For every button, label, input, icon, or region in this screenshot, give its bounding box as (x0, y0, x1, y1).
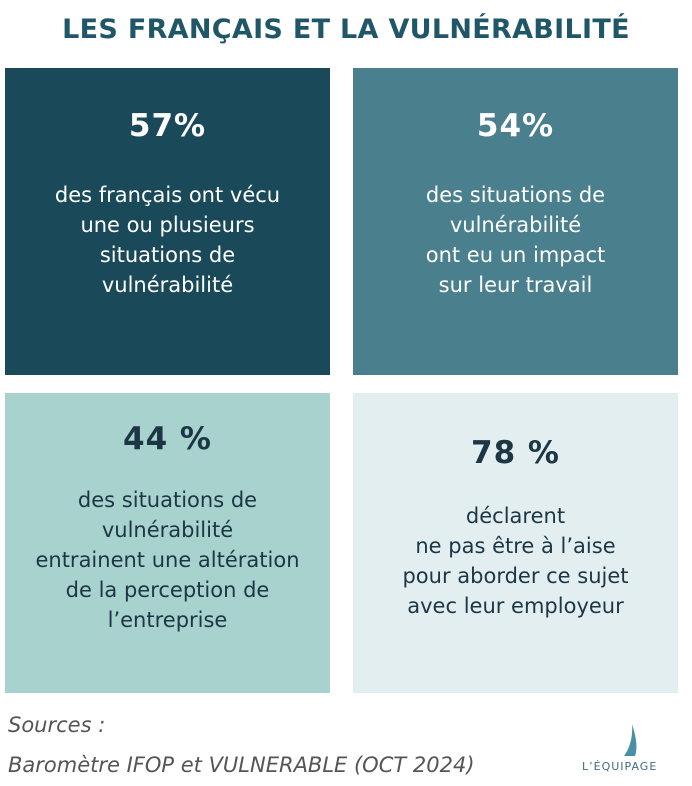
stat-card: 44 % des situations de vulnérabilité entrai… (5, 393, 330, 693)
text-line: vulnérabilité (449, 213, 582, 237)
text-line: ne pas être à l’aise (415, 534, 616, 558)
text-line: des situations de (425, 183, 606, 207)
stat-value: 78 % (471, 435, 560, 471)
stat-text: des situations de vulnérabilité entrainent… (5, 485, 330, 635)
logo-sail (624, 724, 637, 756)
stat-card: 57% des français ont vécu une ou plusieurs… (5, 68, 330, 375)
text-line: des situations de (77, 488, 258, 512)
stat-text: des situations de vulnérabilité ont eu un … (353, 180, 678, 300)
stat-value: 44 % (123, 421, 212, 457)
text-line: vulnérabilité (101, 518, 234, 542)
text-line: de la perception de (65, 578, 270, 602)
text-line: déclarent (465, 504, 566, 528)
stat-card: 78 % déclarent ne pas être à l’aise pour ab… (353, 393, 678, 693)
stat-value: 54% (476, 108, 555, 144)
text-line: entrainent une altération (35, 548, 300, 572)
text-line: vulnérabilité (101, 273, 234, 297)
text-line: sur leur travail (438, 273, 593, 297)
logo: L’ÉQUIPAGE (582, 760, 658, 773)
stat-card: 54% des situations de vulnérabilité ont eu … (353, 68, 678, 375)
title: LES FRANÇAIS ET LA VULNÉRABILITÉ (62, 14, 630, 45)
stat-value: 57% (128, 108, 207, 144)
stat-text: déclarent ne pas être à l’aise pour aborde… (353, 501, 678, 621)
text-line: des français ont vécu (54, 183, 281, 207)
source: Baromètre IFOP et VULNERABLE (OCT 2024) (8, 753, 475, 777)
text-line: ont eu un impact (425, 243, 606, 267)
text-line: pour aborder ce sujet (402, 564, 629, 588)
sources-label: Sources : (8, 713, 106, 737)
text-line: avec leur employeur (407, 594, 624, 618)
text-line: l’entreprise (107, 608, 228, 632)
text-line: situations de (99, 243, 236, 267)
text-line: une ou plusieurs (80, 213, 255, 237)
stat-text: des français ont vécu une ou plusieurs sit… (5, 180, 330, 300)
